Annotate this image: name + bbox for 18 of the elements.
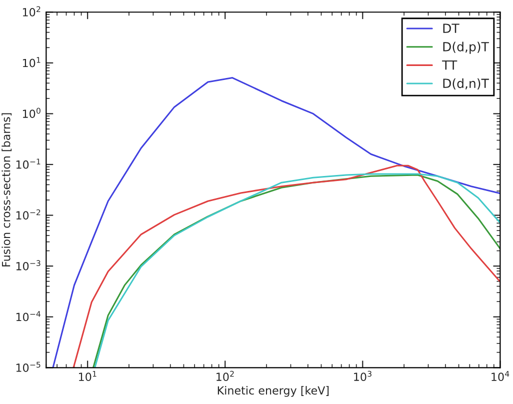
x-tick-label: 10$^{3}$ (354, 370, 372, 382)
legend-label: TT (442, 60, 458, 70)
y-tick-label: 10$^{−2}$ (16, 209, 40, 220)
x-axis-title: Kinetic energy [keV] (218, 386, 329, 397)
legend-label: DT (443, 24, 460, 33)
y-tick-label: 10$^{−1}$ (16, 158, 40, 169)
y-tick-label: 10$^{2}$ (22, 6, 40, 16)
y-tick-label: 10$^{−4}$ (16, 311, 40, 322)
x-tick-label: 10$^{1}$ (79, 370, 96, 382)
y-tick-label: 10$^{−3}$ (16, 260, 40, 270)
y-tick-label: 10$^{1}$ (22, 57, 40, 68)
x-tick-label: 10$^{4}$ (492, 370, 510, 382)
y-axis-title: Fusion cross-section [barns] (2, 113, 12, 266)
y-tick-label: 10$^{−5}$ (16, 362, 40, 372)
x-tick-label: 10$^{2}$ (216, 370, 234, 382)
legend-label: D(d,n)T (443, 78, 489, 90)
legend-label: D(d,p)T (443, 42, 489, 54)
y-tick-label: 10$^{0}$ (22, 108, 40, 118)
